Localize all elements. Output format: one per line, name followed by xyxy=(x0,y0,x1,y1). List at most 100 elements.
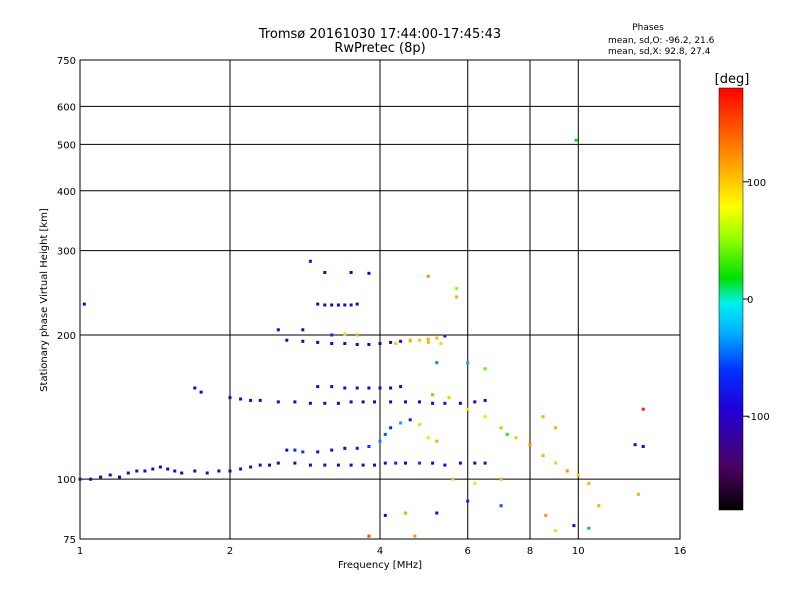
data-point xyxy=(126,471,130,475)
data-point xyxy=(378,342,382,345)
data-point xyxy=(418,338,421,342)
data-point xyxy=(413,534,417,538)
y-tick-label: 400 xyxy=(57,187,76,198)
y-tick-label: 75 xyxy=(63,535,76,546)
data-point xyxy=(399,339,403,343)
data-point xyxy=(404,400,407,404)
data-point xyxy=(268,463,271,467)
data-point xyxy=(541,415,545,419)
data-point xyxy=(276,400,280,404)
data-point xyxy=(435,361,439,365)
data-point xyxy=(554,529,557,533)
data-point xyxy=(574,138,578,142)
data-point xyxy=(466,407,470,411)
data-point xyxy=(193,469,197,473)
data-point xyxy=(587,526,591,530)
data-point xyxy=(343,303,347,307)
data-point xyxy=(633,443,637,447)
data-point xyxy=(355,302,359,306)
data-point xyxy=(330,448,334,452)
data-point xyxy=(89,477,93,481)
data-point xyxy=(455,287,459,290)
data-point xyxy=(151,467,155,471)
stats-heading: Phases xyxy=(632,23,664,33)
data-point xyxy=(330,342,334,345)
data-point xyxy=(343,386,347,390)
data-point xyxy=(316,340,320,344)
data-point xyxy=(394,342,398,345)
data-point xyxy=(258,463,262,467)
data-point xyxy=(389,426,393,430)
data-point xyxy=(301,450,305,454)
data-point xyxy=(249,398,253,402)
data-point xyxy=(399,421,403,425)
data-point xyxy=(565,469,569,473)
data-point xyxy=(418,423,421,427)
data-point xyxy=(431,461,435,465)
data-point xyxy=(443,401,447,405)
y-tick-label: 500 xyxy=(57,140,76,151)
data-point xyxy=(316,302,320,306)
data-point xyxy=(180,471,184,475)
data-point xyxy=(435,336,439,340)
data-point xyxy=(473,400,477,404)
data-point xyxy=(228,396,232,400)
data-point xyxy=(78,477,82,481)
data-point xyxy=(426,274,430,278)
data-point xyxy=(308,463,312,467)
data-point xyxy=(361,463,365,467)
data-point xyxy=(389,340,393,344)
axis-ticks: 1 2 4 6 8 10 16 75 100 200 300 400 500 600 750 xyxy=(57,56,686,557)
data-point xyxy=(466,499,470,503)
data-point xyxy=(408,418,412,422)
data-point xyxy=(499,426,503,430)
chart-title: Tromsø 20161030 17:44:00-17:45:43 xyxy=(258,27,501,42)
data-point xyxy=(443,334,447,338)
data-point xyxy=(431,401,435,405)
data-point xyxy=(383,513,387,517)
x-tick-label: 6 xyxy=(465,546,471,557)
data-point xyxy=(308,259,312,263)
data-point xyxy=(514,436,518,440)
y-tick-label: 300 xyxy=(57,247,76,258)
data-point xyxy=(418,400,421,404)
data-point xyxy=(373,400,376,404)
x-tick-label: 2 xyxy=(227,546,233,557)
y-tick-label: 750 xyxy=(57,56,76,67)
data-point xyxy=(285,448,289,452)
data-point xyxy=(426,340,430,344)
data-point xyxy=(193,386,197,390)
data-point xyxy=(408,338,412,342)
x-tick-label: 8 xyxy=(527,546,533,557)
x-tick-label: 4 xyxy=(377,546,383,557)
data-points xyxy=(78,138,645,538)
grid-lines xyxy=(79,59,681,540)
data-point xyxy=(108,473,112,477)
x-axis-label: Frequency [MHz] xyxy=(338,560,422,571)
data-point xyxy=(483,398,487,402)
data-point xyxy=(483,367,487,371)
colorbar-tick-label: 100 xyxy=(747,178,766,189)
colorbar-tick-label: -100 xyxy=(747,412,770,423)
data-point xyxy=(349,463,353,467)
data-point xyxy=(597,504,601,508)
data-point xyxy=(544,513,548,517)
data-point xyxy=(323,463,327,467)
data-point xyxy=(378,386,382,390)
data-point xyxy=(367,445,371,448)
data-point xyxy=(389,386,393,390)
data-point xyxy=(118,475,121,479)
data-point xyxy=(378,439,382,443)
data-point xyxy=(426,436,430,440)
stats-o-line: mean, sd,O: -96.2, 21.6 xyxy=(608,36,715,46)
data-point xyxy=(399,385,403,389)
data-point xyxy=(355,446,359,450)
data-point xyxy=(367,271,371,275)
data-point xyxy=(458,401,462,405)
data-point xyxy=(205,471,209,475)
data-point xyxy=(447,396,451,400)
data-point xyxy=(451,477,455,481)
data-point xyxy=(355,333,359,337)
data-point xyxy=(343,446,347,450)
